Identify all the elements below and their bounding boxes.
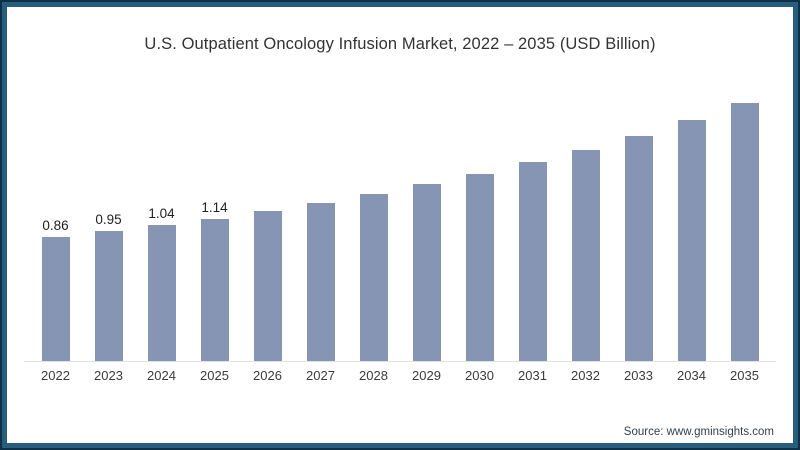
bar-2031	[518, 162, 547, 361]
source-note: Source: www.gminsights.com	[623, 426, 774, 438]
plot-area: 0.86 0.95 1.04 1.14	[24, 55, 776, 362]
bar-2028	[359, 194, 388, 361]
bar-group-2035	[718, 103, 771, 361]
bar-2023	[94, 231, 123, 361]
bar-group-2031	[506, 162, 559, 361]
bar-group-2023: 0.95	[82, 212, 135, 361]
bar-group-2029	[400, 184, 453, 361]
bar-group-2024: 1.04	[135, 206, 188, 361]
x-tick-label-2033: 2033	[624, 368, 653, 383]
bar-2025	[200, 219, 229, 361]
bar-2026	[253, 211, 282, 361]
bar-value-label: 1.14	[201, 200, 228, 215]
bar-2034	[677, 120, 706, 361]
bar-2027	[306, 203, 335, 361]
x-tick-label-2034: 2034	[677, 368, 706, 383]
x-tick-label-2030: 2030	[465, 368, 494, 383]
bar-value-label: 1.04	[148, 206, 175, 221]
x-tick-label-2024: 2024	[147, 368, 176, 383]
bar-group-2026	[241, 211, 294, 361]
bar-group-2022: 0.86	[29, 218, 82, 361]
x-tick-label-2035: 2035	[730, 368, 759, 383]
bar-group-2032	[559, 150, 612, 361]
bar-value-label: 0.95	[95, 212, 122, 227]
bar-group-2027	[294, 203, 347, 361]
x-tick-label-2032: 2032	[571, 368, 600, 383]
bar-group-2033	[612, 136, 665, 361]
bar-2030	[465, 174, 494, 361]
bar-2024	[147, 225, 176, 361]
bar-group-2025: 1.14	[188, 200, 241, 361]
x-tick-label-2029: 2029	[412, 368, 441, 383]
bar-group-2030	[453, 174, 506, 361]
x-tick-label-2027: 2027	[306, 368, 335, 383]
x-tick-label-2026: 2026	[253, 368, 282, 383]
bar-2032	[571, 150, 600, 361]
bar-group-2034	[665, 120, 718, 361]
chart-title: U.S. Outpatient Oncology Infusion Market…	[144, 35, 656, 53]
x-axis-tick-row: 2022 2023 2024 2025 2026 2027 2028 2029 2030 2031…	[24, 368, 776, 383]
x-tick-label-2031: 2031	[518, 368, 547, 383]
bar-2033	[624, 136, 653, 361]
x-tick-label-2022: 2022	[41, 368, 70, 383]
x-tick-label-2025: 2025	[200, 368, 229, 383]
x-tick-label-2028: 2028	[359, 368, 388, 383]
bar-2022	[41, 237, 70, 361]
x-tick-label-2023: 2023	[94, 368, 123, 383]
bar-group-2028	[347, 194, 400, 361]
bar-value-label: 0.86	[42, 218, 69, 233]
bar-2035	[730, 103, 759, 361]
bar-2029	[412, 184, 441, 361]
